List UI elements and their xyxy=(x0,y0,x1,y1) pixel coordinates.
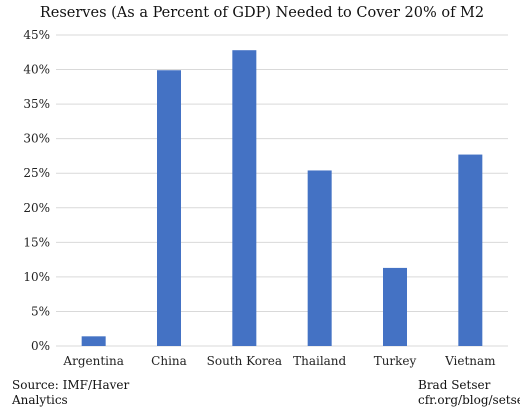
y-tick-label: 45% xyxy=(23,28,50,42)
bar-vietnam xyxy=(458,154,483,346)
author-url[interactable]: cfr.org/blog/setser xyxy=(418,393,520,407)
bar-turkey xyxy=(383,267,407,346)
gridlines xyxy=(56,34,508,347)
y-tick-label: 40% xyxy=(23,63,50,77)
bar-thailand xyxy=(307,170,332,346)
y-tick-label: 25% xyxy=(23,166,50,180)
x-category-label: South Korea xyxy=(207,354,282,368)
source-note: Source: IMF/Haver Analytics xyxy=(12,378,152,408)
x-axis-categories: Argentina China South Korea Thailand Turkey V… xyxy=(62,354,496,368)
source-text: Source: IMF/Haver Analytics xyxy=(12,378,130,407)
y-tick-label: 5% xyxy=(31,304,50,318)
y-tick-label: 20% xyxy=(23,201,50,215)
chart-title: Reserves (As a Percent of GDP) Needed to… xyxy=(40,5,484,21)
y-tick-label: 30% xyxy=(23,132,50,146)
y-tick-label: 15% xyxy=(23,235,50,249)
y-axis-ticks: 0% 5% 10% 15% 20% 25% 30% 35% 40% 45% xyxy=(23,28,50,353)
bar-china xyxy=(157,70,181,346)
y-tick-label: 10% xyxy=(23,270,50,284)
author-credit: Brad Setser cfr.org/blog/setser xyxy=(418,378,520,408)
y-tick-label: 35% xyxy=(23,97,50,111)
bars xyxy=(81,50,483,347)
x-category-label: Thailand xyxy=(293,354,346,368)
bar-south-korea xyxy=(232,50,257,347)
author-name: Brad Setser xyxy=(418,378,491,392)
bar-argentina xyxy=(81,336,106,346)
x-category-label: Argentina xyxy=(62,354,123,368)
x-category-label: Turkey xyxy=(374,354,417,368)
x-category-label: China xyxy=(151,354,187,368)
y-tick-label: 0% xyxy=(31,339,50,353)
x-category-label: Vietnam xyxy=(444,354,496,368)
